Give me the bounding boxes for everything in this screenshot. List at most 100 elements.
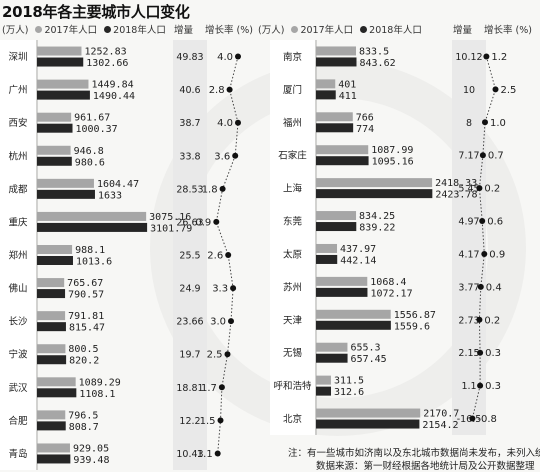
right-value-label-2017: 2170.7 xyxy=(423,409,459,420)
left-bar-2017 xyxy=(37,112,72,122)
left-value-label-2018: 808.7 xyxy=(69,422,99,433)
right-city-label: 厦门 xyxy=(283,84,302,96)
legend-right: (万人) 2017年人口 2018年人口 xyxy=(258,22,422,36)
right-bar-2017 xyxy=(316,79,336,89)
left-rate-label: 1.5 xyxy=(200,416,216,427)
right-value-label-2017: 1556.87 xyxy=(394,310,436,321)
right-city-label: 无锡 xyxy=(283,347,302,359)
right-rate-label: 0.6 xyxy=(487,217,503,228)
left-city-label: 重庆 xyxy=(8,216,28,228)
right-bar-2017 xyxy=(316,112,353,122)
right-increase-value: 2.73 xyxy=(458,315,479,326)
right-bar-2017 xyxy=(316,408,421,418)
left-value-label-2017: 961.67 xyxy=(74,113,110,124)
left-bar-2018 xyxy=(37,388,77,398)
right-value-label-2017: 401 xyxy=(338,79,356,90)
right-bar-2017 xyxy=(316,342,348,352)
left-bar-2017 xyxy=(37,145,71,155)
left-rate-point xyxy=(219,185,226,192)
right-rate-label: -0.8 xyxy=(477,414,497,425)
left-city-column xyxy=(0,40,36,470)
right-bar-2017 xyxy=(316,309,391,319)
left-value-label-2018: 1013.6 xyxy=(76,257,112,268)
left-rate-label: 1.1 xyxy=(197,449,213,460)
right-value-label-2018: 1559.6 xyxy=(394,321,430,332)
right-value-label-2018: 442.14 xyxy=(340,255,376,266)
left-rate-point xyxy=(226,86,233,93)
right-bar-2017 xyxy=(316,375,331,385)
left-rate-point xyxy=(228,318,234,325)
left-value-label-2018: 3101.79 xyxy=(150,223,192,234)
right-city-label: 天津 xyxy=(283,315,303,326)
right-bar-2018 xyxy=(316,353,348,363)
left-rate-label: 4.0 xyxy=(217,118,233,129)
left-city-label: 佛山 xyxy=(8,283,27,295)
left-rate-point xyxy=(225,252,232,258)
left-value-label-2017: 988.1 xyxy=(75,245,105,256)
right-increase-value: 1.1 xyxy=(461,381,476,392)
footnote: 注：有一些城市如济南以及东北城市数据尚未发布，未列入统计 xyxy=(288,448,540,459)
right-rate-point xyxy=(479,152,486,159)
right-increase-value: 4.97 xyxy=(458,217,479,228)
left-bar-2017 xyxy=(37,377,76,387)
left-value-label-2018: 980.6 xyxy=(75,157,105,168)
left-increase-value: 26.63 xyxy=(176,217,203,228)
right-value-label-2018: 411 xyxy=(339,91,357,102)
legend-label-2017: 2017年人口 xyxy=(44,25,98,36)
left-value-label-2017: 765.67 xyxy=(67,278,103,289)
right-increase-value: 5.45 xyxy=(458,184,479,195)
right-rate-point xyxy=(483,53,490,60)
right-rate-point xyxy=(479,218,486,225)
left-bar-2018 xyxy=(37,57,84,67)
left-increase-value: 38.7 xyxy=(179,118,200,129)
left-value-label-2017: 1089.29 xyxy=(79,377,121,388)
left-rate-label: 1.7 xyxy=(201,383,217,394)
left-bar-2017 xyxy=(37,79,89,89)
legend-swatch-2018 xyxy=(104,26,112,33)
left-rate-label: 4.0 xyxy=(217,52,233,63)
right-city-label: 呼和浩特 xyxy=(273,380,312,392)
right-value-label-2018: 2154.2 xyxy=(422,420,458,431)
left-bar-2017 xyxy=(37,410,66,420)
left-value-label-2017: 791.81 xyxy=(68,311,104,322)
left-value-label-2018: 1302.66 xyxy=(86,58,128,69)
right-increase-value: 7.17 xyxy=(458,151,479,162)
left-bar-2018 xyxy=(37,222,148,232)
right-bar-2017 xyxy=(316,276,368,286)
right-rate-label: 1.2 xyxy=(491,52,507,63)
right-value-label-2017: 1087.99 xyxy=(371,145,413,156)
left-rate-label: 3.6 xyxy=(214,151,230,162)
right-increase-value: 3.77 xyxy=(458,282,479,293)
left-increase-value: 25.5 xyxy=(179,251,200,262)
left-bar-2018 xyxy=(37,355,67,365)
left-value-label-2017: 1604.47 xyxy=(97,179,139,190)
right-value-label-2018: 657.45 xyxy=(351,354,387,365)
right-city-label: 北京 xyxy=(283,413,302,425)
legend-swatch-2018-right xyxy=(360,26,368,33)
left-rate-label: 3.0 xyxy=(210,317,226,328)
right-city-label: 苏州 xyxy=(283,281,302,293)
left-increase-value: 12.2 xyxy=(179,416,200,427)
left-bar-2018 xyxy=(37,289,66,299)
left-increase-value: 49.83 xyxy=(176,52,203,63)
legend-left: (万人) 2017年人口 2018年人口 xyxy=(2,22,166,36)
left-value-label-2018: 1108.1 xyxy=(79,389,115,400)
left-rate-label: 2.6 xyxy=(207,251,223,262)
right-city-label: 上海 xyxy=(283,183,303,195)
right-value-label-2018: 2423.78 xyxy=(435,190,477,201)
right-rate-line xyxy=(471,56,497,419)
left-city-label: 长沙 xyxy=(8,316,28,328)
left-city-label: 西安 xyxy=(8,117,27,129)
left-city-label: 青岛 xyxy=(8,448,27,460)
left-rate-label: 0.9 xyxy=(195,217,211,228)
right-value-label-2018: 1072.17 xyxy=(370,288,412,299)
right-increase-column xyxy=(452,40,486,435)
left-increase-value: 10.43 xyxy=(176,449,203,460)
right-bar-2018 xyxy=(316,386,332,396)
legend-label-2018: 2018年人口 xyxy=(113,25,166,36)
left-value-label-2017: 800.5 xyxy=(68,344,98,355)
right-rate-point xyxy=(492,86,499,93)
unit-label-right: (万人) xyxy=(258,25,285,36)
right-city-label: 太原 xyxy=(283,248,302,260)
